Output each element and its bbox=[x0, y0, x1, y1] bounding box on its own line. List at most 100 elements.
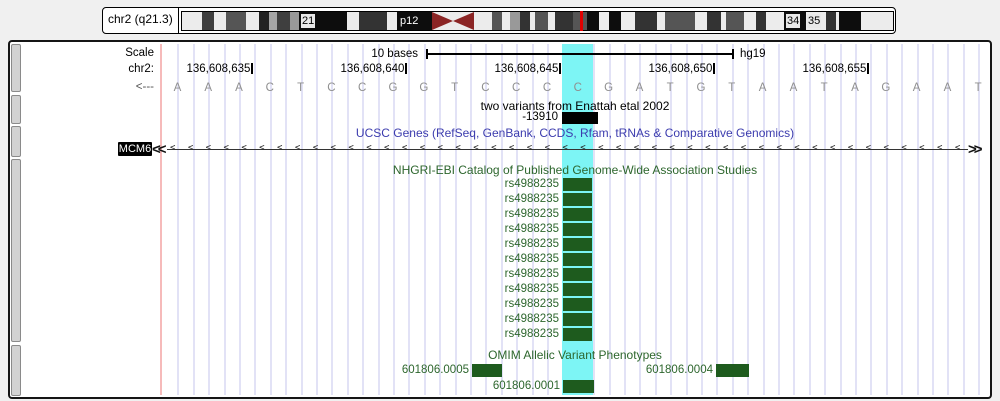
ideogram-band bbox=[290, 12, 299, 30]
gwas-item-label[interactable]: rs4988235 bbox=[504, 298, 559, 310]
gwas-item-box[interactable] bbox=[563, 298, 593, 311]
gridline bbox=[500, 44, 503, 395]
position-tick bbox=[251, 63, 254, 74]
gwas-item-label[interactable]: rs4988235 bbox=[504, 193, 559, 205]
track-handle-variants[interactable] bbox=[11, 95, 21, 124]
gridline bbox=[793, 44, 796, 395]
ideogram-band bbox=[548, 12, 555, 30]
gridline bbox=[254, 44, 257, 395]
gwas-item-label[interactable]: rs4988235 bbox=[504, 178, 559, 190]
base-letter: A bbox=[758, 82, 767, 94]
base-letter: C bbox=[265, 82, 274, 94]
ideogram-band bbox=[259, 12, 269, 30]
base-letter: T bbox=[297, 82, 305, 94]
base-letter: G bbox=[881, 82, 891, 94]
gridline bbox=[223, 44, 226, 395]
gwas-item-label[interactable]: rs4988235 bbox=[504, 253, 559, 265]
gridline bbox=[408, 44, 411, 395]
gridline bbox=[855, 44, 857, 395]
ideogram-position-marker bbox=[580, 11, 583, 31]
ideogram-band-label: 34 bbox=[786, 14, 801, 28]
ideogram-band bbox=[621, 12, 635, 30]
gwas-item-box[interactable] bbox=[563, 193, 593, 206]
gwas-item-label[interactable]: rs4988235 bbox=[504, 223, 559, 235]
gene-intron-line[interactable] bbox=[167, 149, 968, 150]
gridline bbox=[439, 44, 442, 395]
variant-item-box[interactable] bbox=[562, 112, 599, 124]
position-tick bbox=[405, 63, 408, 74]
omim-item-box[interactable] bbox=[472, 364, 502, 377]
gridline bbox=[901, 44, 904, 395]
chromosome-ideogram[interactable]: 21 p12 34 35 bbox=[181, 11, 894, 31]
ideogram-band bbox=[347, 12, 359, 30]
gridline bbox=[331, 44, 334, 395]
ideogram-band bbox=[826, 12, 836, 30]
ideogram-band-label: 35 bbox=[807, 14, 822, 28]
chromosome-label: chr2: bbox=[128, 63, 154, 75]
gene-label-mcm6[interactable]: MCM6 bbox=[118, 142, 152, 156]
omim-item-label[interactable]: 601806.0001 bbox=[492, 380, 560, 392]
gridline bbox=[747, 44, 750, 395]
gwas-item-box[interactable] bbox=[563, 208, 593, 221]
gridline bbox=[947, 44, 950, 395]
base-letter: C bbox=[573, 82, 582, 94]
gwas-track-title: NHGRI-EBI Catalog of Published Genome-Wi… bbox=[392, 163, 758, 177]
gwas-item-label[interactable]: rs4988235 bbox=[504, 313, 559, 325]
gwas-item-box[interactable] bbox=[563, 313, 593, 326]
ideogram-band bbox=[657, 12, 665, 30]
ideogram-band bbox=[510, 12, 520, 30]
track-handle-gwas[interactable] bbox=[11, 159, 21, 342]
base-letter: A bbox=[635, 82, 644, 94]
gridline bbox=[377, 44, 380, 395]
track-handle-ruler[interactable] bbox=[11, 44, 21, 92]
ideogram-band bbox=[707, 12, 721, 30]
gene-extends-left-icon: << bbox=[152, 141, 166, 158]
gwas-item-box[interactable] bbox=[563, 268, 593, 281]
ideogram-band bbox=[226, 12, 246, 30]
ideogram-band bbox=[214, 12, 226, 30]
ideogram-band bbox=[502, 12, 510, 30]
ideogram-band bbox=[246, 12, 259, 30]
gridline bbox=[824, 44, 827, 395]
ideogram-band bbox=[397, 12, 432, 30]
gwas-item-label[interactable]: rs4988235 bbox=[504, 238, 559, 250]
gwas-item-label[interactable]: rs4988235 bbox=[504, 283, 559, 295]
variant-item-label[interactable]: -13910 bbox=[522, 111, 558, 123]
gwas-item-box[interactable] bbox=[563, 223, 593, 236]
gridline bbox=[639, 44, 642, 395]
track-handle-genes[interactable] bbox=[11, 126, 21, 157]
gridline bbox=[239, 44, 241, 395]
assembly-label: hg19 bbox=[740, 48, 766, 60]
centromere-icon bbox=[453, 12, 474, 30]
ideogram-band bbox=[474, 12, 492, 30]
gwas-item-box[interactable] bbox=[563, 253, 593, 266]
gridline bbox=[670, 44, 673, 395]
gwas-item-label[interactable]: rs4988235 bbox=[504, 208, 559, 220]
base-letter: T bbox=[451, 82, 459, 94]
position-tick bbox=[713, 63, 716, 74]
gridline bbox=[885, 44, 888, 395]
window-origin-line bbox=[160, 44, 162, 395]
gridline bbox=[978, 44, 981, 395]
scale-label: Scale bbox=[125, 47, 154, 59]
chromosome-position-label: chr2 (q21.3) bbox=[108, 12, 173, 26]
track-handle-omim[interactable] bbox=[11, 345, 21, 396]
gwas-item-label[interactable]: rs4988235 bbox=[504, 328, 559, 340]
omim-item-label[interactable]: 601806.0004 bbox=[645, 364, 713, 376]
gwas-item-box[interactable] bbox=[563, 283, 593, 296]
ideogram-band bbox=[756, 12, 766, 30]
gwas-item-box[interactable] bbox=[563, 178, 593, 191]
position-tick bbox=[559, 63, 562, 74]
base-letter: T bbox=[666, 82, 674, 94]
omim-item-box[interactable] bbox=[563, 380, 594, 393]
ideogram-divider bbox=[178, 8, 179, 33]
gwas-item-label[interactable]: rs4988235 bbox=[504, 268, 559, 280]
ideogram-band bbox=[530, 12, 535, 30]
omim-item-box[interactable] bbox=[716, 364, 749, 377]
gwas-item-box[interactable] bbox=[563, 238, 593, 251]
gwas-item-box[interactable] bbox=[563, 328, 593, 341]
ideogram-band bbox=[587, 12, 599, 30]
gridline bbox=[654, 44, 657, 395]
omim-item-label[interactable]: 601806.0005 bbox=[401, 364, 469, 376]
gridline bbox=[762, 44, 765, 395]
